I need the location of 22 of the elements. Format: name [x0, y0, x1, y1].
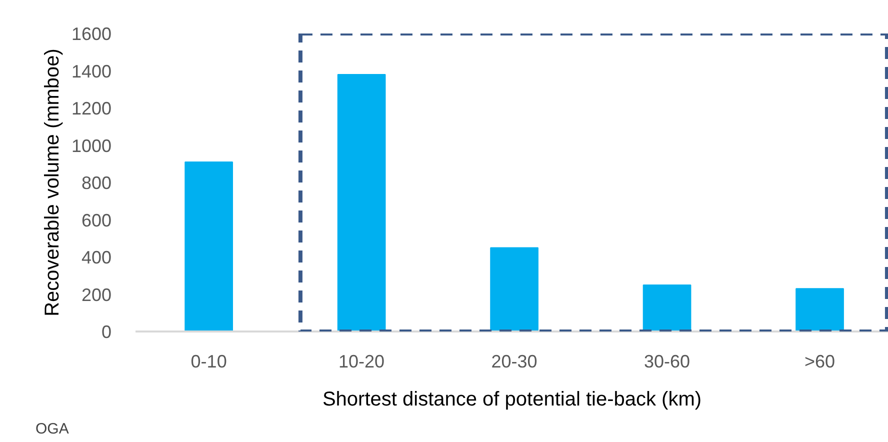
- x-tick-label: 20-30: [491, 352, 538, 372]
- y-tick-label: 1000: [71, 136, 112, 156]
- x-tick-label: 0-10: [190, 352, 227, 372]
- y-tick-label: 600: [81, 210, 112, 230]
- x-tick-label: 10-20: [338, 352, 385, 372]
- y-tick-label: 200: [81, 284, 112, 305]
- bar: [642, 284, 692, 332]
- bar: [490, 247, 538, 332]
- bar: [184, 162, 233, 332]
- text: OGA: [36, 420, 69, 438]
- x-tick-label: >60: [804, 352, 836, 372]
- y-tick-label: 800: [81, 173, 112, 193]
- bar: [796, 288, 844, 332]
- y-tick-label: 1600: [71, 24, 112, 44]
- bar: [337, 74, 386, 332]
- y-tick-label: 400: [81, 248, 112, 268]
- x-tick-label: 30-60: [644, 352, 690, 372]
- y-tick-label: 0: [101, 322, 112, 342]
- y-tick-label: 1400: [71, 61, 112, 82]
- y-tick-label: 1200: [71, 98, 112, 118]
- x-axis-title: Shortest distance of potential tie-back (km): [322, 388, 702, 410]
- y-axis-title: Recoverable volume (mmboe): [41, 48, 64, 316]
